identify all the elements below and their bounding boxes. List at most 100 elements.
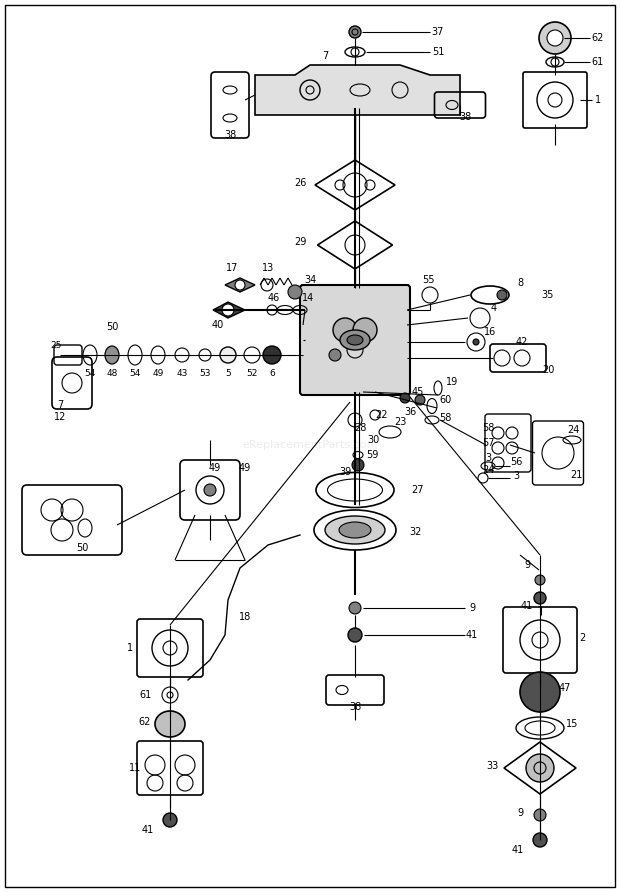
Text: 32: 32 bbox=[409, 527, 421, 537]
Circle shape bbox=[333, 318, 357, 342]
Text: 3: 3 bbox=[513, 471, 519, 481]
Text: 54: 54 bbox=[84, 368, 95, 377]
Circle shape bbox=[534, 809, 546, 821]
Text: 29: 29 bbox=[294, 237, 306, 247]
Text: 49: 49 bbox=[239, 463, 251, 473]
Circle shape bbox=[400, 393, 410, 403]
Text: 62: 62 bbox=[139, 717, 151, 727]
Circle shape bbox=[222, 304, 234, 316]
Text: 36: 36 bbox=[404, 407, 416, 417]
Circle shape bbox=[535, 575, 545, 585]
Text: 61: 61 bbox=[139, 690, 151, 700]
Ellipse shape bbox=[155, 711, 185, 737]
Circle shape bbox=[352, 459, 364, 471]
Circle shape bbox=[520, 672, 560, 712]
Text: 7: 7 bbox=[57, 400, 63, 410]
Circle shape bbox=[353, 318, 377, 342]
Text: 41: 41 bbox=[512, 845, 524, 855]
Text: 55: 55 bbox=[422, 275, 434, 285]
Text: 1: 1 bbox=[595, 95, 601, 105]
Circle shape bbox=[235, 280, 245, 290]
Text: 45: 45 bbox=[412, 387, 424, 397]
Ellipse shape bbox=[325, 516, 385, 544]
Text: 19: 19 bbox=[446, 377, 458, 387]
Text: 27: 27 bbox=[412, 485, 424, 495]
Text: 2: 2 bbox=[579, 633, 585, 643]
Text: 11: 11 bbox=[129, 763, 141, 773]
Circle shape bbox=[204, 484, 216, 496]
Text: 34: 34 bbox=[304, 275, 316, 285]
Text: 4: 4 bbox=[491, 303, 497, 313]
Circle shape bbox=[263, 346, 281, 364]
Text: 42: 42 bbox=[516, 337, 528, 347]
Text: 58: 58 bbox=[482, 423, 494, 433]
Circle shape bbox=[288, 285, 302, 299]
Circle shape bbox=[163, 813, 177, 827]
Text: 48: 48 bbox=[106, 368, 118, 377]
Text: 6: 6 bbox=[269, 368, 275, 377]
Text: 14: 14 bbox=[302, 293, 314, 303]
Circle shape bbox=[547, 30, 563, 46]
Text: 18: 18 bbox=[239, 612, 251, 622]
Circle shape bbox=[534, 592, 546, 604]
Text: 41: 41 bbox=[521, 601, 533, 611]
Text: 51: 51 bbox=[432, 47, 444, 57]
Text: 62: 62 bbox=[592, 33, 604, 43]
Text: 40: 40 bbox=[212, 320, 224, 330]
Text: 33: 33 bbox=[486, 761, 498, 771]
Text: 3: 3 bbox=[485, 453, 491, 463]
Circle shape bbox=[349, 602, 361, 614]
Ellipse shape bbox=[340, 330, 370, 350]
Text: 37: 37 bbox=[432, 27, 444, 37]
Text: 25: 25 bbox=[50, 341, 61, 350]
Polygon shape bbox=[255, 65, 460, 115]
Ellipse shape bbox=[347, 335, 363, 345]
Text: 52: 52 bbox=[246, 368, 258, 377]
Text: 49: 49 bbox=[209, 463, 221, 473]
Text: 28: 28 bbox=[354, 423, 366, 433]
Text: 16: 16 bbox=[484, 327, 496, 337]
Text: 54: 54 bbox=[130, 368, 141, 377]
Text: 43: 43 bbox=[176, 368, 188, 377]
Text: 30: 30 bbox=[367, 435, 379, 445]
Text: 61: 61 bbox=[592, 57, 604, 67]
Text: 9: 9 bbox=[524, 560, 530, 570]
Text: 17: 17 bbox=[226, 263, 238, 273]
Text: 21: 21 bbox=[570, 470, 582, 480]
Text: 53: 53 bbox=[199, 368, 211, 377]
Text: 38: 38 bbox=[459, 112, 471, 122]
Text: 58: 58 bbox=[439, 413, 451, 423]
Text: 8: 8 bbox=[517, 278, 523, 288]
Text: 41: 41 bbox=[142, 825, 154, 835]
Text: 9: 9 bbox=[469, 603, 475, 613]
Text: 41: 41 bbox=[466, 630, 478, 640]
Text: 24: 24 bbox=[567, 425, 579, 435]
Circle shape bbox=[348, 628, 362, 642]
Circle shape bbox=[497, 290, 507, 300]
Text: 46: 46 bbox=[268, 293, 280, 303]
Text: 9: 9 bbox=[517, 808, 523, 818]
Text: 13: 13 bbox=[262, 263, 274, 273]
Text: 35: 35 bbox=[542, 290, 554, 300]
Circle shape bbox=[349, 26, 361, 38]
Circle shape bbox=[539, 22, 571, 54]
Text: 7: 7 bbox=[322, 51, 328, 61]
Text: 26: 26 bbox=[294, 178, 306, 188]
Circle shape bbox=[329, 349, 341, 361]
Text: 47: 47 bbox=[559, 683, 571, 693]
Text: 12: 12 bbox=[54, 412, 66, 422]
Text: 49: 49 bbox=[153, 368, 164, 377]
Circle shape bbox=[473, 339, 479, 345]
Polygon shape bbox=[225, 278, 255, 292]
Circle shape bbox=[526, 754, 554, 782]
Text: 20: 20 bbox=[542, 365, 554, 375]
Text: 50: 50 bbox=[106, 322, 118, 332]
Text: 24: 24 bbox=[482, 465, 494, 475]
Text: 15: 15 bbox=[566, 719, 578, 729]
Circle shape bbox=[533, 833, 547, 847]
Polygon shape bbox=[213, 302, 245, 318]
Circle shape bbox=[220, 347, 236, 363]
FancyBboxPatch shape bbox=[300, 285, 410, 395]
Text: 39: 39 bbox=[339, 467, 351, 477]
Text: 38: 38 bbox=[349, 702, 361, 712]
